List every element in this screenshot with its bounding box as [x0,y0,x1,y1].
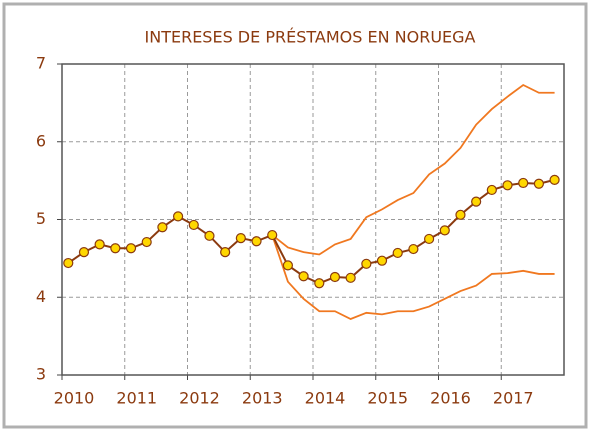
data-point [125,243,137,254]
y-tick-label: 3 [36,365,46,384]
plot-border [61,63,565,376]
data-point [267,229,278,241]
y-tick-label: 5 [36,209,46,228]
data-point [235,233,246,244]
data-point [78,247,90,258]
data-point [361,258,372,269]
data-point [63,257,74,269]
data-point [314,278,325,289]
data-point [502,180,513,191]
data-point [110,243,121,254]
x-tick-label: 2017 [493,389,534,408]
data-point [423,233,435,245]
data-point [533,178,545,189]
series-line [271,234,555,321]
data-point [549,174,560,185]
data-point [376,255,388,266]
x-tick-label: 2015 [367,389,408,408]
data-point [471,196,482,207]
data-point [392,247,403,259]
data-point [251,236,262,247]
data-point [439,225,450,236]
data-point [455,209,466,220]
data-point [172,211,184,222]
series-line [271,83,555,256]
x-tick-label: 2011 [116,389,157,408]
data-point [204,230,215,241]
data-point [408,243,419,255]
data-point [345,272,356,283]
y-tick-label: 6 [36,131,46,150]
data-point [282,260,293,271]
data-point [220,247,231,258]
x-tick-label: 2014 [305,389,346,408]
x-tick-label: 2016 [430,389,471,408]
chart-title: INTERESES DE PRÉSTAMOS EN NORUEGA [145,28,476,47]
x-tick-label: 2012 [179,389,220,408]
data-point [518,177,529,189]
data-point [298,271,309,282]
x-tick-label: 2013 [242,389,283,408]
x-tick-label: 2010 [54,389,95,408]
data-point [329,271,341,283]
data-point [94,239,105,250]
data-point [188,219,199,231]
y-tick-label: 7 [36,54,46,73]
data-point [486,184,497,196]
y-tick-label: 4 [36,287,46,306]
data-point [141,236,152,248]
data-point [157,222,168,233]
